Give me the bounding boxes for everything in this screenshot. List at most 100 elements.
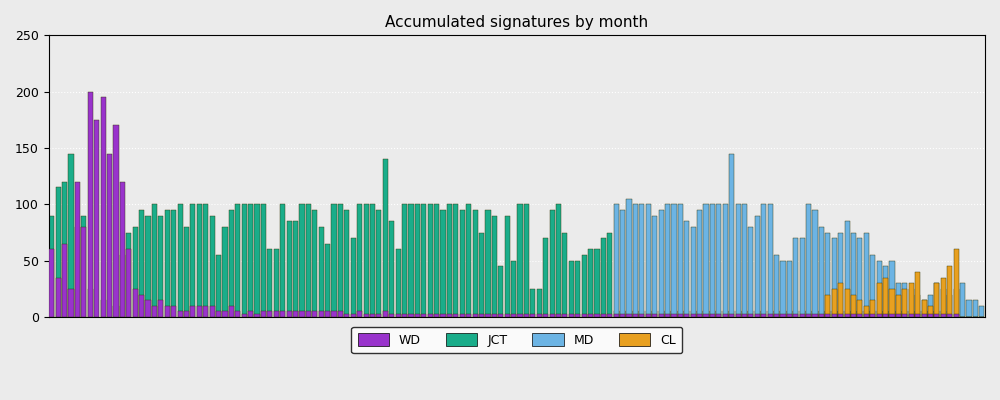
Bar xyxy=(331,204,337,317)
Bar xyxy=(774,314,779,317)
Bar xyxy=(383,312,388,317)
Bar xyxy=(453,314,458,317)
Bar xyxy=(883,266,888,317)
Bar xyxy=(267,312,272,317)
Bar xyxy=(748,314,753,317)
Bar xyxy=(466,314,471,317)
Bar xyxy=(723,204,728,317)
Bar xyxy=(838,232,843,317)
Bar xyxy=(851,314,856,317)
Bar xyxy=(562,314,567,317)
Bar xyxy=(370,204,375,317)
Bar xyxy=(909,289,914,317)
Bar xyxy=(845,289,850,317)
Bar xyxy=(710,314,715,317)
Bar xyxy=(710,312,715,317)
Bar xyxy=(896,283,901,317)
Bar xyxy=(594,314,600,317)
Bar xyxy=(261,312,266,317)
Bar xyxy=(68,154,74,317)
Bar xyxy=(274,250,279,317)
Bar xyxy=(49,250,54,317)
Bar xyxy=(922,300,927,317)
Bar xyxy=(626,199,632,317)
Bar xyxy=(171,210,176,317)
Bar xyxy=(909,283,914,317)
Bar xyxy=(941,314,946,317)
Bar xyxy=(812,312,818,317)
Bar xyxy=(864,314,869,317)
Bar xyxy=(845,314,850,317)
Bar xyxy=(947,294,952,317)
Bar xyxy=(671,204,677,317)
Bar xyxy=(954,314,959,317)
Bar xyxy=(691,227,696,317)
Bar xyxy=(319,312,324,317)
Bar xyxy=(934,283,939,317)
Bar xyxy=(56,188,61,317)
Bar xyxy=(210,306,215,317)
Bar xyxy=(460,210,465,317)
Bar xyxy=(870,312,875,317)
Bar xyxy=(511,314,516,317)
Bar xyxy=(415,204,420,317)
Bar xyxy=(716,204,721,317)
Bar xyxy=(550,314,555,317)
Bar xyxy=(780,314,786,317)
Bar xyxy=(248,204,253,317)
Bar xyxy=(832,289,837,317)
Bar xyxy=(671,312,677,317)
Bar xyxy=(915,312,920,317)
Bar xyxy=(517,314,523,317)
Bar xyxy=(485,210,491,317)
Bar xyxy=(190,306,195,317)
Bar xyxy=(440,314,446,317)
Bar xyxy=(780,261,786,317)
Bar xyxy=(883,278,888,317)
Bar xyxy=(659,312,664,317)
Bar xyxy=(543,314,548,317)
Bar xyxy=(190,204,195,317)
Bar xyxy=(402,204,407,317)
Bar xyxy=(126,250,131,317)
Bar xyxy=(928,312,933,317)
Bar xyxy=(697,210,702,317)
Bar xyxy=(389,314,394,317)
Bar xyxy=(703,204,709,317)
Bar xyxy=(934,312,939,317)
Bar xyxy=(736,314,741,317)
Bar xyxy=(825,312,830,317)
Bar xyxy=(357,312,362,317)
Bar xyxy=(607,314,612,317)
Bar xyxy=(75,182,80,317)
Bar xyxy=(267,250,272,317)
Bar xyxy=(569,314,574,317)
Bar xyxy=(344,314,349,317)
Bar xyxy=(806,314,811,317)
Bar xyxy=(184,312,189,317)
Bar xyxy=(646,204,651,317)
Bar xyxy=(819,227,824,317)
Bar xyxy=(665,312,670,317)
Bar xyxy=(870,314,875,317)
Bar xyxy=(857,300,862,317)
Bar xyxy=(197,306,202,317)
Bar xyxy=(864,306,869,317)
Bar xyxy=(954,250,959,317)
Bar xyxy=(312,312,317,317)
Bar xyxy=(941,312,946,317)
Bar xyxy=(229,210,234,317)
Bar xyxy=(838,312,843,317)
Bar xyxy=(851,312,856,317)
Bar xyxy=(351,238,356,317)
Bar xyxy=(832,238,837,317)
Bar xyxy=(479,314,484,317)
Bar xyxy=(505,216,510,317)
Bar xyxy=(633,314,638,317)
Bar xyxy=(165,210,170,317)
Bar xyxy=(537,289,542,317)
Bar xyxy=(357,204,362,317)
Bar xyxy=(633,204,638,317)
Bar xyxy=(787,312,792,317)
Bar xyxy=(139,210,144,317)
